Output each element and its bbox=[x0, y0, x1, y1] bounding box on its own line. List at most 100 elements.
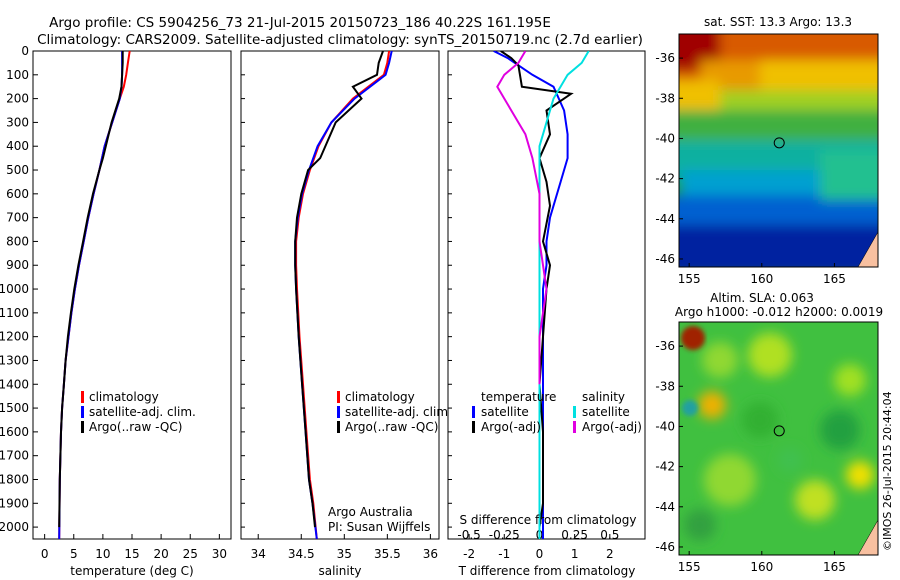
depth-tick-label: 500 bbox=[6, 163, 29, 177]
annotation-argo-australia: Argo Australia bbox=[328, 505, 413, 519]
salinity-xlabel: salinity bbox=[318, 564, 361, 578]
legend-swatch-satellite bbox=[81, 406, 84, 418]
lon-tick-label: 155 bbox=[678, 272, 701, 286]
salinity-legend: climatology satellite-adj. clim. Argo(..… bbox=[337, 390, 452, 434]
figure-title-line2: Climatology: CARS2009. Satellite-adjuste… bbox=[37, 32, 643, 48]
difference-legend: temperature salinity satellite Argo(-adj… bbox=[472, 390, 642, 434]
s-tick-label: 0.5 bbox=[600, 528, 619, 542]
s-tick-label: 0.25 bbox=[561, 528, 588, 542]
lon-tick-label: 165 bbox=[823, 272, 846, 286]
lon-tick-label: 160 bbox=[750, 560, 773, 574]
depth-tick-label: 900 bbox=[6, 258, 29, 272]
sla-map-title-line1: Altim. SLA: 0.063 bbox=[710, 291, 814, 305]
x-tick-label: 0 bbox=[536, 547, 544, 561]
lat-tick-label: -40 bbox=[655, 419, 675, 433]
depth-tick-label: 1800 bbox=[0, 472, 29, 486]
difference-series bbox=[493, 51, 590, 539]
depth-tick-label: 2000 bbox=[0, 520, 29, 534]
lat-tick-label: -42 bbox=[655, 460, 675, 474]
temperature-plot-frame bbox=[32, 50, 232, 540]
depth-tick-label: 1400 bbox=[0, 377, 29, 391]
x-tick-label: 15 bbox=[124, 547, 139, 561]
x-tick-label: 34 bbox=[251, 547, 266, 561]
legend-label-temp-argo: Argo(-adj) bbox=[481, 420, 541, 434]
sst-map-image bbox=[679, 34, 878, 267]
temperature-panel: 0100200300400500600700800900100011001200… bbox=[0, 44, 232, 578]
sst-lat-axis: -36 -38 -40 -42 -44 -46 bbox=[655, 51, 683, 266]
sla-lon-axis: 155 160 165 bbox=[678, 551, 846, 574]
legend-swatch-sal-argo bbox=[573, 421, 576, 433]
salinity-panel: 34 34.5 35 35.5 36 salinity climatology sate… bbox=[240, 50, 452, 578]
legend-swatch-satellite bbox=[337, 406, 340, 418]
sst-map-panel: sat. SST: 13.3 Argo: 13.3 -36-38- bbox=[655, 15, 879, 286]
legend-swatch-sal-satellite bbox=[573, 406, 576, 418]
legend-swatch-argo bbox=[81, 421, 84, 433]
x-tick-label: 1 bbox=[571, 547, 579, 561]
depth-tick-label: 600 bbox=[6, 187, 29, 201]
temperature-legend: climatology satellite-adj. clim. Argo(..… bbox=[81, 390, 196, 434]
depth-tick-label: 200 bbox=[6, 92, 29, 106]
series-line-argo-raw-qc bbox=[58, 51, 124, 528]
salinity-plot-frame bbox=[240, 50, 440, 540]
series-line-salinity-argo-adj bbox=[496, 51, 548, 385]
difference-xlabel: T difference from climatology bbox=[458, 564, 636, 578]
difference-panel: -2 -1 0 1 2 -0.5 -0.25 0 0.25 0.5 T difference f… bbox=[447, 50, 646, 578]
s-tick-label: -0.25 bbox=[489, 528, 520, 542]
lat-tick-label: -46 bbox=[655, 252, 675, 266]
temperature-xlabel: temperature (deg C) bbox=[70, 564, 193, 578]
x-tick-label: 5 bbox=[70, 547, 78, 561]
sla-map-image bbox=[679, 322, 878, 555]
legend-swatch-temp-argo bbox=[472, 421, 475, 433]
depth-tick-label: 300 bbox=[6, 115, 29, 129]
depth-tick-label: 100 bbox=[6, 68, 29, 82]
sst-map-title: sat. SST: 13.3 Argo: 13.3 bbox=[704, 15, 852, 29]
x-tick-label: 34.5 bbox=[288, 547, 315, 561]
imos-credit: ©IMOS 26-Jul-2015 20:44:04 bbox=[881, 391, 894, 551]
temperature-series bbox=[58, 51, 131, 539]
depth-tick-label: 700 bbox=[6, 211, 29, 225]
lon-tick-label: 160 bbox=[750, 272, 773, 286]
depth-tick-label: 1900 bbox=[0, 496, 29, 510]
annotation-pi-name: PI: Susan Wijffels bbox=[328, 520, 430, 534]
sla-map-frame bbox=[678, 321, 879, 556]
depth-tick-label: 1300 bbox=[0, 353, 29, 367]
sla-map-panel: Altim. SLA: 0.063 Argo h1000: -0.012 h20… bbox=[655, 291, 883, 574]
temperature-x-axis: 0 5 10 15 20 25 30 bbox=[41, 534, 227, 561]
legend-label-satellite: satellite-adj. clim. bbox=[89, 405, 196, 419]
depth-tick-label: 1500 bbox=[0, 401, 29, 415]
sst-map-frame bbox=[678, 33, 879, 268]
lat-tick-label: -44 bbox=[655, 212, 675, 226]
lat-tick-label: -36 bbox=[655, 51, 675, 65]
depth-tick-label: 1600 bbox=[0, 425, 29, 439]
depth-tick-label: 400 bbox=[6, 139, 29, 153]
sst-lon-axis: 155 160 165 bbox=[678, 263, 846, 286]
lat-tick-label: -38 bbox=[655, 91, 675, 105]
legend-label-sal-satellite: satellite bbox=[582, 405, 630, 419]
legend-label-temp-satellite: satellite bbox=[481, 405, 529, 419]
s-tick-label: -0.5 bbox=[457, 528, 480, 542]
x-tick-label: 20 bbox=[153, 547, 168, 561]
legend-swatch-temp-satellite bbox=[472, 406, 475, 418]
legend-label-climatology: climatology bbox=[345, 390, 415, 404]
series-line-temperature-argo-adj bbox=[500, 51, 574, 528]
x-tick-label: -1 bbox=[498, 547, 510, 561]
sst-argo-marker bbox=[773, 137, 785, 149]
legend-swatch-climatology bbox=[337, 391, 340, 403]
depth-axis: 0 100 200 300 400 500 600 700 800 900 1000 1100 1200… bbox=[0, 44, 38, 534]
salinity-y-ticks bbox=[241, 50, 245, 528]
lon-tick-label: 165 bbox=[823, 560, 846, 574]
legend-swatch-argo bbox=[337, 421, 340, 433]
depth-tick-label: 800 bbox=[6, 234, 29, 248]
depth-tick-label: 1100 bbox=[0, 306, 29, 320]
legend-label-sal-argo: Argo(-adj) bbox=[582, 420, 642, 434]
salinity-x-axis: 34 34.5 35 35.5 36 bbox=[251, 534, 438, 561]
difference-x-axis: -2 -1 0 1 2 bbox=[463, 534, 614, 561]
sla-lat-axis: -36 -38 -40 -42 -44 -46 bbox=[655, 339, 683, 554]
difference-xlabel-top: S difference from climatology bbox=[460, 513, 637, 527]
x-tick-label: -2 bbox=[463, 547, 475, 561]
lat-tick-label: -36 bbox=[655, 339, 675, 353]
x-tick-label: 30 bbox=[212, 547, 227, 561]
x-tick-label: 10 bbox=[95, 547, 110, 561]
legend-label-satellite: satellite-adj. clim. bbox=[345, 405, 452, 419]
